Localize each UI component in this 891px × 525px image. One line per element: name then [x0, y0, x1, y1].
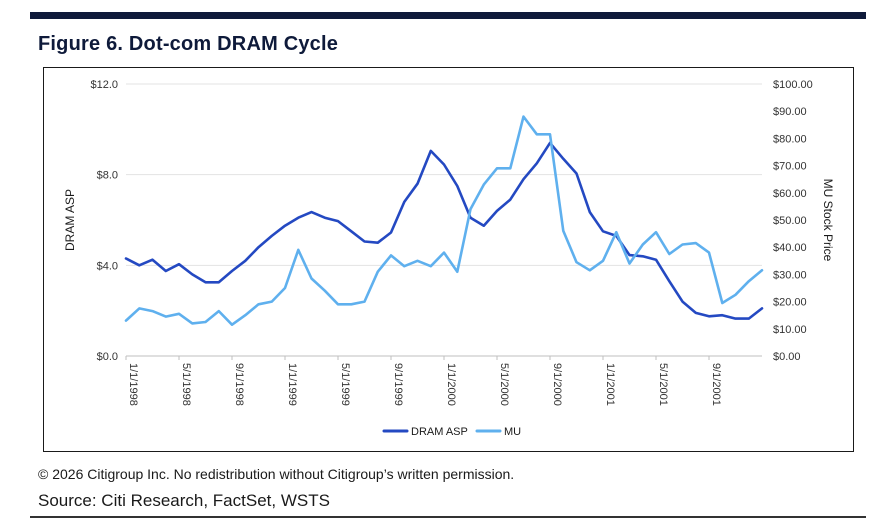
- y-axis-title-left: DRAM ASP: [63, 189, 77, 251]
- axis-ticks: $0.0 $4.0 $8.0 $12.0 $0.00 $10.00 $20.00 $30.00…: [90, 79, 812, 406]
- series-line-mu: [124, 115, 764, 327]
- y-tick-label-right: $80.00: [773, 133, 807, 145]
- x-tick-label: 5/1/1998: [180, 363, 192, 406]
- y-tick-label-right: $10.00: [773, 324, 807, 336]
- legend-label-dram-asp: DRAM ASP: [411, 426, 468, 438]
- x-tick-label: 9/1/1999: [392, 363, 404, 406]
- y-tick-label-left: $4.0: [97, 260, 118, 272]
- y-tick-label-left: $8.0: [97, 170, 118, 182]
- chart-frame: $0.0 $4.0 $8.0 $12.0 $0.00 $10.00 $20.00 $30.00…: [43, 67, 854, 452]
- series-line-dram-asp: [124, 141, 764, 320]
- y-tick-label-right: $70.00: [773, 161, 807, 173]
- series-lines: [124, 115, 764, 327]
- x-tick-label: 1/1/2001: [604, 363, 616, 406]
- x-tick-label: 9/1/2000: [551, 363, 563, 406]
- y-tick-label-right: $60.00: [773, 188, 807, 200]
- x-tick-label: 5/1/2001: [657, 363, 669, 406]
- x-tick-label: 5/1/1999: [339, 363, 351, 406]
- y-tick-label-right: $20.00: [773, 297, 807, 309]
- y-tick-label-left: $0.0: [97, 351, 118, 363]
- y-tick-label-right: $90.00: [773, 106, 807, 118]
- x-tick-label: 1/1/1999: [286, 363, 298, 406]
- x-tick-label: 9/1/2001: [710, 363, 722, 406]
- chart-svg: $0.0 $4.0 $8.0 $12.0 $0.00 $10.00 $20.00 $30.00…: [63, 79, 835, 438]
- y-tick-label-right: $50.00: [773, 215, 807, 227]
- copyright-notice: © 2026 Citigroup Inc. No redistribution …: [38, 466, 515, 482]
- legend: DRAM ASP MU: [382, 426, 521, 438]
- x-tick-label: 1/1/1998: [127, 363, 139, 406]
- figure-title: Figure 6. Dot-com DRAM Cycle: [38, 33, 339, 55]
- x-tick-label: 5/1/2000: [498, 363, 510, 406]
- y-tick-label-right: $40.00: [773, 242, 807, 254]
- bottom-rule: [30, 516, 866, 518]
- x-tick-label: 1/1/2000: [445, 363, 457, 406]
- top-rule: [30, 12, 866, 19]
- y-axis-title-right: MU Stock Price: [821, 179, 835, 262]
- legend-label-mu: MU: [504, 426, 521, 438]
- x-tick-label: 9/1/1998: [233, 363, 245, 406]
- y-tick-label-right: $100.00: [773, 79, 813, 91]
- y-tick-label-right: $0.00: [773, 351, 801, 363]
- y-tick-label-left: $12.0: [90, 79, 118, 91]
- y-tick-label-right: $30.00: [773, 269, 807, 281]
- source-note: Source: Citi Research, FactSet, WSTS: [38, 491, 330, 510]
